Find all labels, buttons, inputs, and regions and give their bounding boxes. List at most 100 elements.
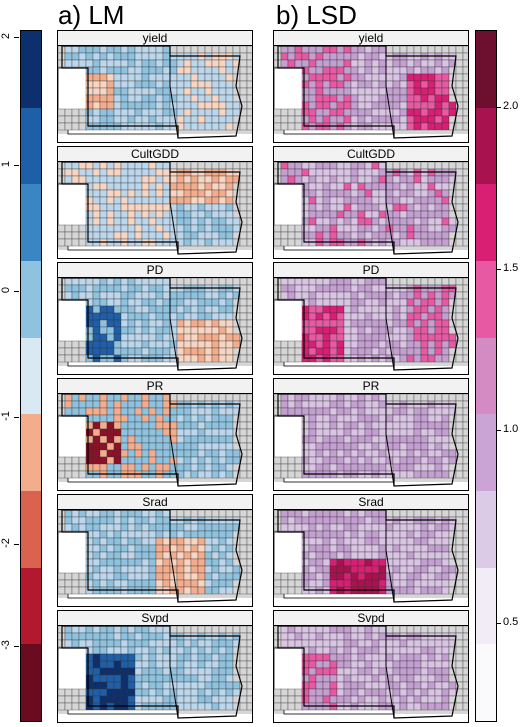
county-cell <box>204 66 213 75</box>
neighbor-county-cell <box>294 224 303 233</box>
county-cell <box>350 162 359 170</box>
county-cell <box>204 224 213 233</box>
county-cell <box>176 639 185 648</box>
neighbor-county-cell <box>399 510 408 518</box>
county-cell <box>92 224 101 233</box>
county-cell <box>378 653 387 662</box>
county-cell <box>127 224 136 233</box>
county-cell <box>92 674 101 683</box>
county-cell <box>357 87 366 96</box>
county-cell <box>301 196 310 205</box>
county-cell <box>211 702 220 711</box>
county-cell <box>176 108 185 117</box>
county-cell <box>413 653 422 662</box>
county-cell <box>427 639 436 648</box>
county-cell <box>350 59 359 68</box>
county-cell <box>64 168 73 177</box>
county-cell <box>85 421 94 430</box>
county-cell <box>99 203 108 212</box>
county-cell <box>392 175 401 184</box>
county-cell <box>294 639 303 648</box>
county-cell <box>183 87 192 96</box>
county-cell <box>308 565 317 574</box>
county-cell <box>127 73 136 82</box>
county-cell <box>218 667 227 676</box>
county-cell <box>99 688 108 697</box>
county-cell <box>204 312 213 321</box>
county-cell <box>197 224 206 233</box>
neighbor-county-cell <box>64 695 73 704</box>
neighbor-county-cell <box>441 394 450 402</box>
county-cell <box>287 516 296 525</box>
county-cell <box>420 94 429 103</box>
county-cell <box>155 414 164 423</box>
county-cell <box>120 340 129 349</box>
neighbor-county-cell <box>462 326 468 335</box>
county-cell <box>127 291 136 300</box>
neighbor-county-cell <box>246 87 252 96</box>
neighbor-county-cell <box>246 394 252 402</box>
county-cell <box>308 87 317 96</box>
colorbar-swatch <box>476 337 496 415</box>
county-cell <box>204 59 213 68</box>
county-cell <box>141 108 150 117</box>
county-cell <box>92 162 101 170</box>
county-cell <box>406 122 415 131</box>
county-cell <box>287 175 296 184</box>
county-cell <box>308 626 317 634</box>
county-cell <box>162 667 171 676</box>
county-cell <box>315 449 324 458</box>
county-cell <box>127 115 136 124</box>
county-cell <box>141 298 150 307</box>
county-cell <box>392 189 401 198</box>
county-cell <box>148 632 157 641</box>
county-cell <box>190 646 199 655</box>
county-cell <box>308 326 317 335</box>
county-cell <box>427 421 436 430</box>
neighbor-county-cell <box>455 646 464 655</box>
colorbar-swatch <box>476 107 496 185</box>
county-cell <box>336 312 345 321</box>
county-cell <box>378 312 387 321</box>
county-cell <box>441 421 450 430</box>
county-cell <box>99 278 108 286</box>
county-cell <box>301 516 310 525</box>
county-cell <box>315 66 324 75</box>
county-cell <box>322 456 331 465</box>
county-cell <box>322 340 331 349</box>
county-cell <box>441 537 450 546</box>
county-cell <box>127 565 136 574</box>
county-cell <box>225 298 234 307</box>
county-cell <box>218 298 227 307</box>
county-cell <box>301 435 310 444</box>
neighbor-county-cell <box>274 224 282 233</box>
county-cell <box>371 530 380 539</box>
neighbor-county-cell <box>239 626 248 634</box>
county-cell <box>406 442 415 451</box>
county-cell <box>92 298 101 307</box>
county-cell <box>308 407 317 416</box>
county-cell <box>336 544 345 553</box>
neighbor-county-cell <box>434 394 443 402</box>
county-cell <box>350 319 359 328</box>
county-cell <box>190 224 199 233</box>
county-cell <box>120 449 129 458</box>
county-cell <box>127 653 136 662</box>
county-cell <box>162 407 171 416</box>
neighbor-county-cell <box>462 298 468 307</box>
county-cell <box>315 667 324 676</box>
neighbor-county-cell <box>280 695 289 704</box>
county-cell <box>162 523 171 532</box>
county-cell <box>329 632 338 641</box>
county-cell <box>308 516 317 525</box>
county-cell <box>434 558 443 567</box>
right-facet-yield: yield <box>273 30 469 143</box>
county-cell <box>120 551 129 560</box>
county-cell <box>427 347 436 356</box>
county-cell <box>85 407 94 416</box>
county-cell <box>127 572 136 581</box>
county-cell <box>120 626 129 634</box>
county-cell <box>343 203 352 212</box>
neighbor-county-cell <box>462 530 468 539</box>
county-cell <box>134 52 143 61</box>
